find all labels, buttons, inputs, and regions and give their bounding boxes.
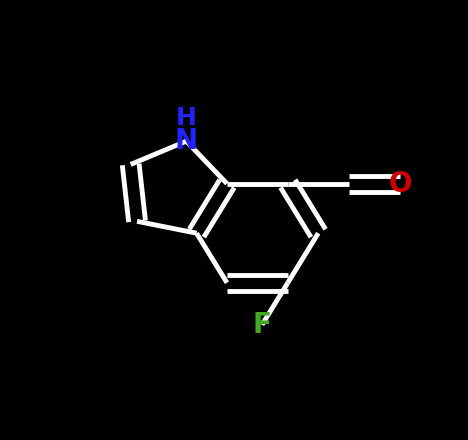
Text: F: F [253, 311, 271, 339]
Text: O: O [388, 170, 412, 198]
Text: H: H [176, 106, 197, 130]
Text: N: N [175, 127, 198, 155]
